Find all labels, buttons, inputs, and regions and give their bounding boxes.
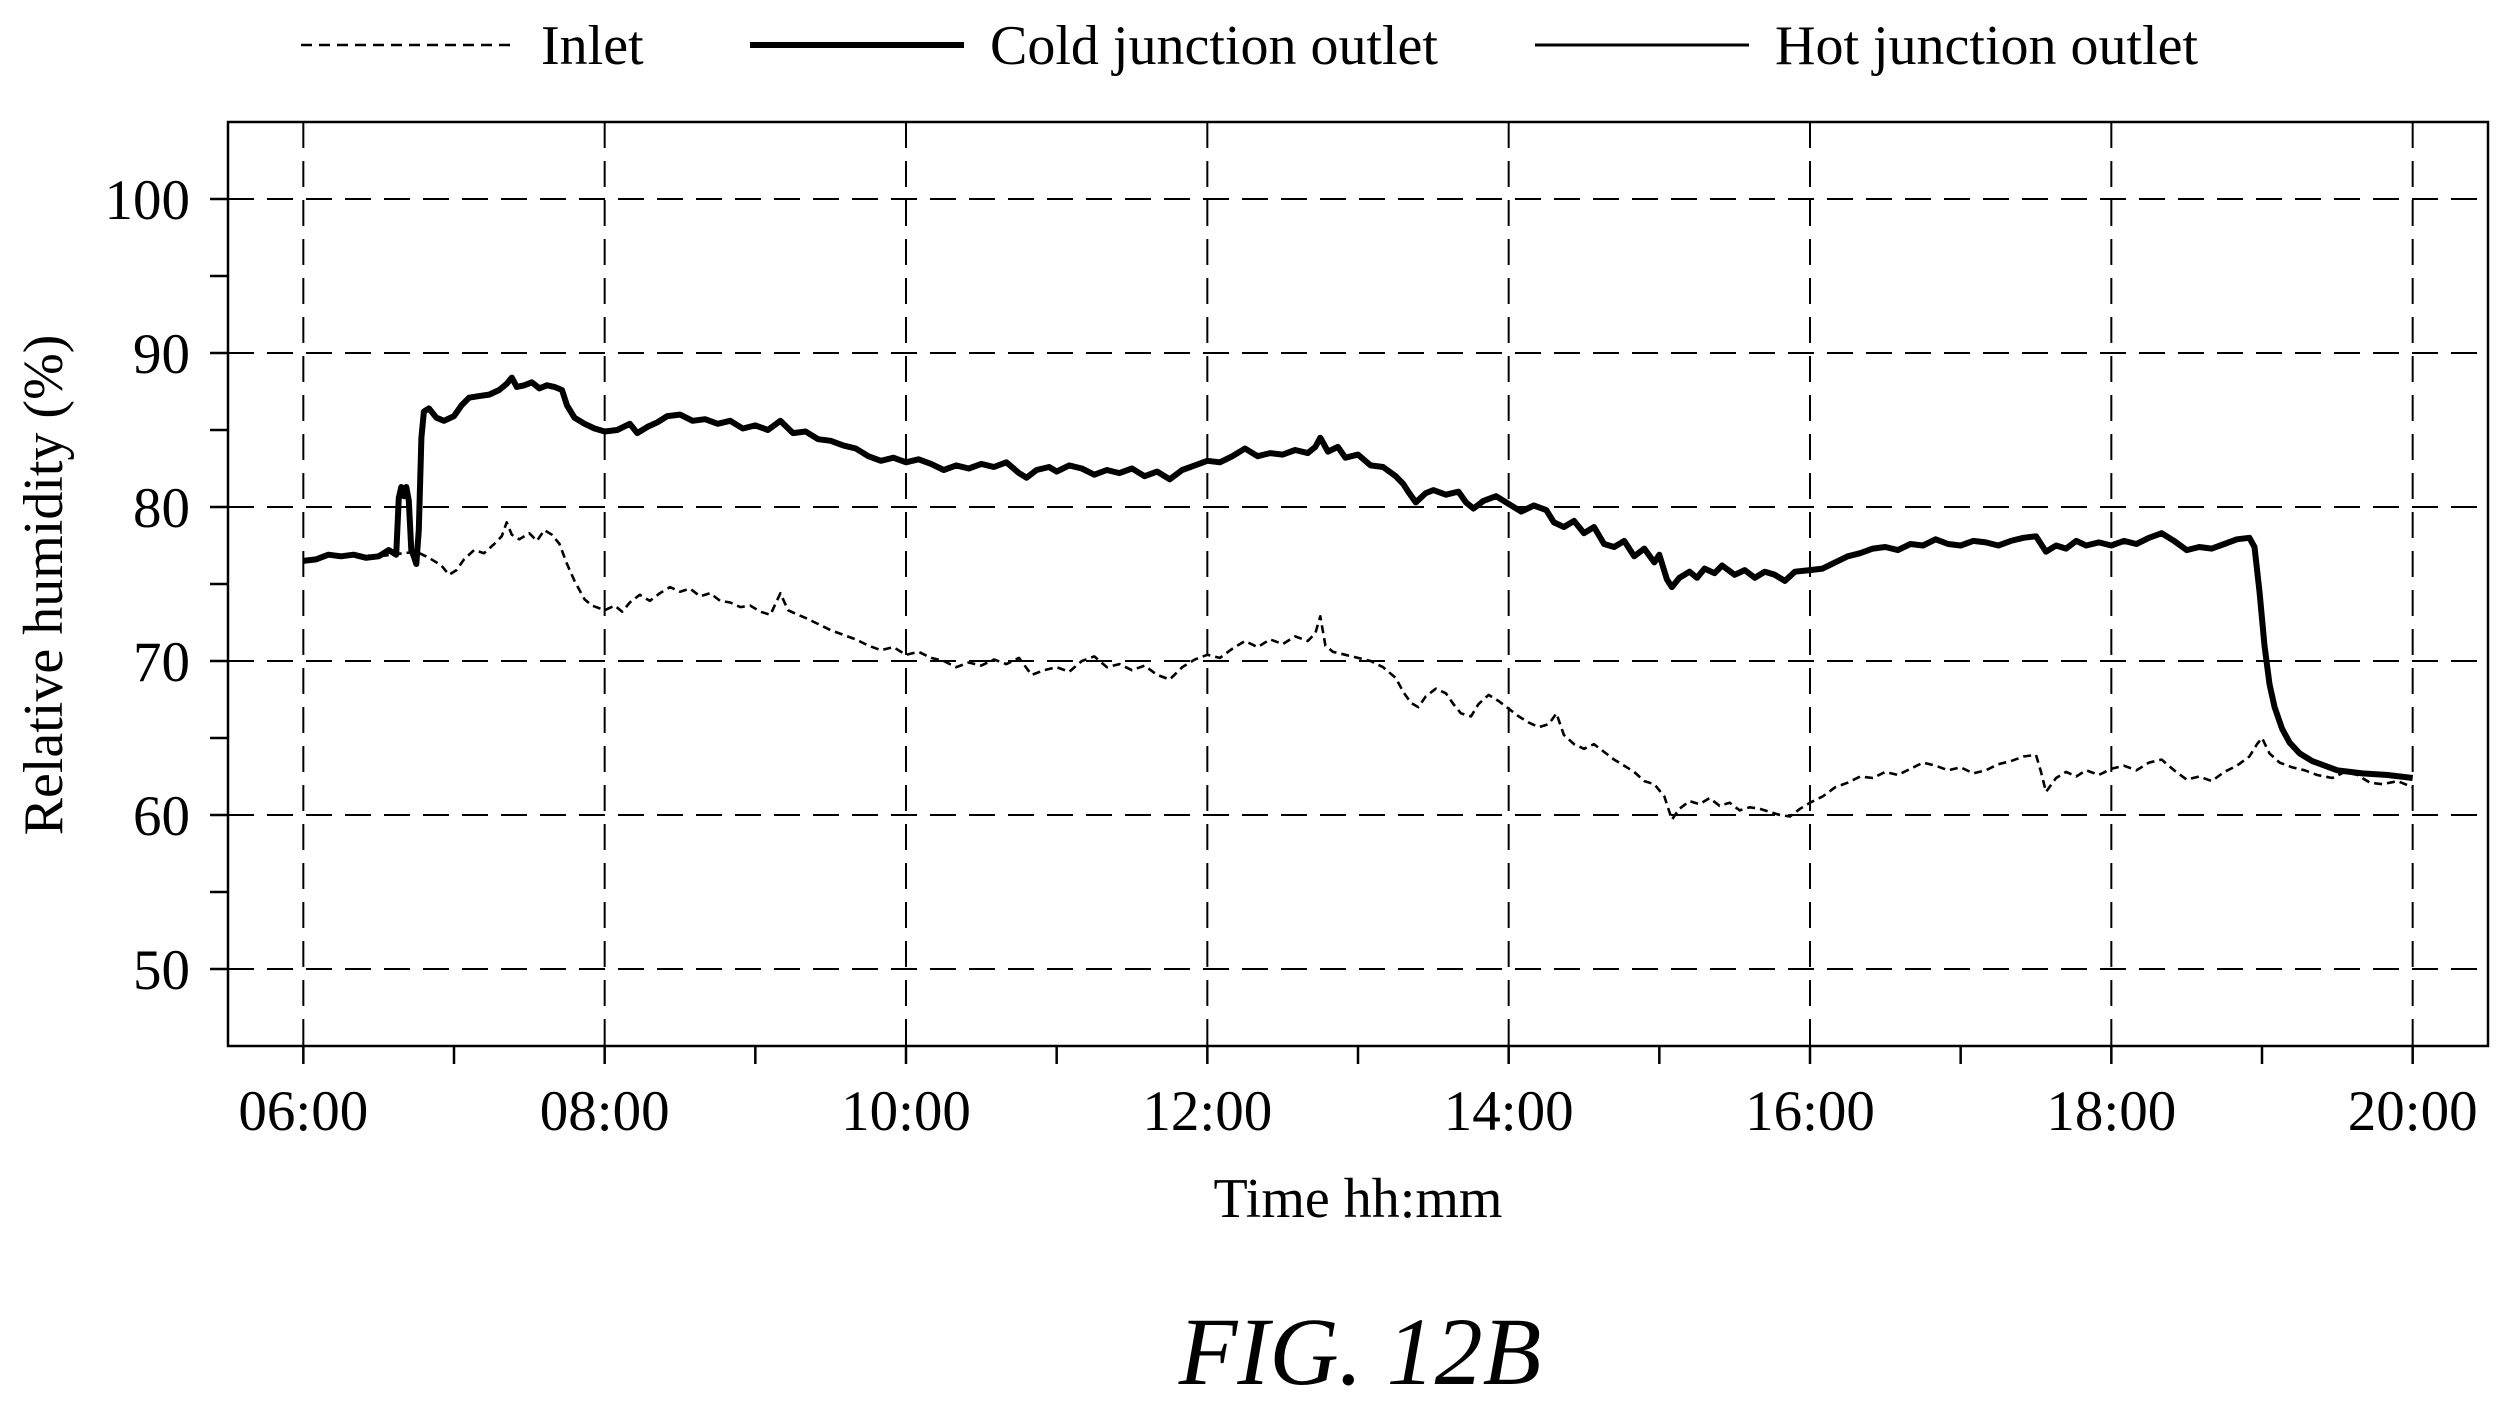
series-line-cold-junction-outlet <box>302 374 2414 781</box>
x-axis-title: Time hh:mm <box>1214 1168 1503 1230</box>
legend-item-hot-junction-outlet: Hot junction outlet <box>1535 15 2199 77</box>
tick-labels: 06:00 08:00 10:00 12:00 14:00 16:00 18:00 20:00… <box>105 169 2478 1143</box>
figure-caption: FIG. 12B <box>1178 1298 1542 1405</box>
series-line-inlet <box>303 521 2414 821</box>
legend: Inlet Cold junction outlet Hot junction … <box>301 15 2199 77</box>
y-axis-title: Relative humidity (%) <box>13 335 75 836</box>
legend-label-cold-junction-outlet: Cold junction outlet <box>990 15 1438 77</box>
y-tick-label: 90 <box>133 323 190 386</box>
plot-frame <box>226 120 2490 1048</box>
x-tick-label: 10:00 <box>841 1080 971 1143</box>
legend-item-cold-junction-outlet: Cold junction outlet <box>750 15 1438 77</box>
y-tick-label: 50 <box>133 939 190 1002</box>
grid <box>228 122 2488 1046</box>
x-tick-label: 16:00 <box>1745 1080 1875 1143</box>
y-tick-label: 70 <box>133 631 190 694</box>
tick-marks <box>210 197 2414 1064</box>
x-tick-label: 06:00 <box>238 1080 368 1143</box>
y-tick-label: 60 <box>133 785 190 848</box>
x-tick-label: 12:00 <box>1142 1080 1272 1143</box>
legend-item-inlet: Inlet <box>301 15 644 77</box>
x-tick-label: 08:00 <box>540 1080 670 1143</box>
legend-label-hot-junction-outlet: Hot junction outlet <box>1775 15 2199 77</box>
x-tick-label: 18:00 <box>2046 1080 2176 1143</box>
legend-label-inlet: Inlet <box>541 15 644 77</box>
x-tick-label: 14:00 <box>1444 1080 1574 1143</box>
y-tick-label: 100 <box>105 169 191 232</box>
series-lines <box>302 374 2414 821</box>
x-tick-label: 20:00 <box>2348 1080 2478 1143</box>
y-tick-label: 80 <box>133 477 190 540</box>
